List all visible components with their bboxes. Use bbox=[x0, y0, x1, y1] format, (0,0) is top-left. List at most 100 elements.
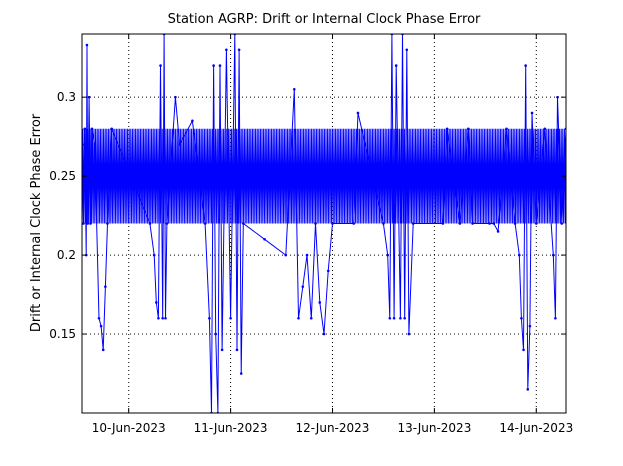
data-point bbox=[99, 324, 103, 328]
data-point bbox=[165, 222, 169, 225]
data-point bbox=[388, 316, 392, 320]
data-point bbox=[237, 48, 241, 52]
data-point bbox=[471, 222, 474, 225]
data-point bbox=[407, 332, 411, 336]
data-point bbox=[154, 301, 158, 304]
data-point bbox=[164, 316, 167, 320]
data-point bbox=[522, 348, 525, 352]
data-point bbox=[551, 253, 555, 257]
data-point bbox=[87, 95, 91, 99]
data-point bbox=[85, 43, 89, 47]
data-point bbox=[110, 127, 114, 131]
data-point bbox=[528, 324, 532, 328]
series-band bbox=[82, 128, 566, 224]
data-point bbox=[534, 222, 538, 225]
data-point bbox=[82, 143, 85, 146]
y-tick-label: 0.15 bbox=[49, 327, 76, 341]
data-point bbox=[106, 222, 109, 225]
data-point bbox=[104, 285, 107, 288]
data-point bbox=[403, 316, 406, 320]
data-point bbox=[229, 316, 232, 320]
data-point bbox=[208, 316, 211, 320]
data-point bbox=[148, 222, 152, 225]
x-tick-label: 14-Jun-2023 bbox=[499, 421, 573, 435]
plot-frame bbox=[81, 33, 567, 414]
data-point bbox=[392, 316, 396, 320]
data-point bbox=[458, 222, 462, 225]
data-point bbox=[513, 222, 517, 225]
data-point bbox=[326, 269, 330, 273]
y-tick-label: 0.2 bbox=[57, 248, 76, 262]
data-point bbox=[212, 64, 215, 67]
series-band-line bbox=[82, 128, 566, 224]
y-tick-label: 0.3 bbox=[57, 90, 76, 104]
data-point bbox=[445, 127, 449, 131]
data-point bbox=[214, 332, 218, 336]
data-point bbox=[263, 237, 266, 241]
data-point bbox=[331, 222, 334, 225]
data-point bbox=[399, 316, 402, 320]
data-point bbox=[560, 222, 564, 225]
data-point bbox=[284, 253, 288, 257]
data-point bbox=[152, 253, 156, 257]
data-point bbox=[161, 316, 164, 320]
data-point bbox=[386, 253, 389, 257]
data-point bbox=[314, 222, 317, 225]
y-axis-label: Drift or Internal Clock Phase Error bbox=[29, 113, 44, 332]
data-point bbox=[97, 316, 101, 320]
y-tick-label: 0.25 bbox=[49, 169, 76, 183]
data-point bbox=[556, 95, 559, 99]
data-point bbox=[441, 222, 445, 225]
data-point bbox=[520, 316, 523, 320]
data-point bbox=[242, 222, 245, 225]
data-point bbox=[322, 332, 326, 336]
data-point bbox=[394, 64, 398, 67]
data-point bbox=[530, 111, 534, 115]
data-point bbox=[239, 372, 243, 375]
data-point bbox=[86, 222, 89, 225]
data-point bbox=[159, 64, 162, 67]
data-point bbox=[93, 143, 97, 146]
data-point bbox=[292, 87, 296, 91]
data-point bbox=[174, 95, 177, 99]
data-point bbox=[496, 230, 500, 233]
data-point bbox=[157, 316, 160, 320]
series bbox=[82, 34, 566, 413]
data-point bbox=[89, 222, 92, 225]
data-point bbox=[488, 222, 491, 225]
data-point bbox=[83, 127, 87, 131]
data-point bbox=[203, 222, 207, 225]
x-tick-label: 12-Jun-2023 bbox=[296, 421, 370, 435]
y-axis: 0.15 0.2 0.25 0.3 bbox=[49, 90, 566, 341]
data-point bbox=[297, 316, 300, 320]
data-point bbox=[235, 348, 239, 352]
data-point bbox=[82, 222, 85, 225]
data-point bbox=[492, 222, 496, 225]
data-point bbox=[382, 222, 385, 225]
chart-title: Station AGRP: Drift or Internal Clock Ph… bbox=[168, 12, 481, 27]
data-point bbox=[526, 388, 530, 391]
x-tick-label: 13-Jun-2023 bbox=[397, 421, 471, 435]
data-point bbox=[309, 316, 313, 320]
data-point bbox=[524, 64, 527, 67]
data-point bbox=[543, 127, 547, 131]
x-axis: 10-Jun-2023 11-Jun-2023 12-Jun-2023 13-Jun-… bbox=[92, 34, 573, 435]
data-point bbox=[191, 119, 194, 123]
x-tick-label: 11-Jun-2023 bbox=[194, 421, 268, 435]
data-point bbox=[517, 253, 521, 257]
data-point bbox=[411, 222, 415, 225]
data-point bbox=[220, 348, 224, 352]
data-point bbox=[405, 48, 409, 52]
data-point bbox=[218, 64, 222, 67]
data-point bbox=[225, 48, 228, 52]
data-point bbox=[90, 127, 94, 131]
data-point bbox=[178, 143, 181, 146]
data-point bbox=[352, 222, 356, 225]
data-point bbox=[356, 111, 360, 115]
data-point bbox=[301, 285, 305, 288]
series-line bbox=[82, 34, 566, 413]
data-point bbox=[467, 127, 470, 131]
data-point bbox=[305, 253, 309, 257]
x-tick-label: 10-Jun-2023 bbox=[92, 421, 166, 435]
